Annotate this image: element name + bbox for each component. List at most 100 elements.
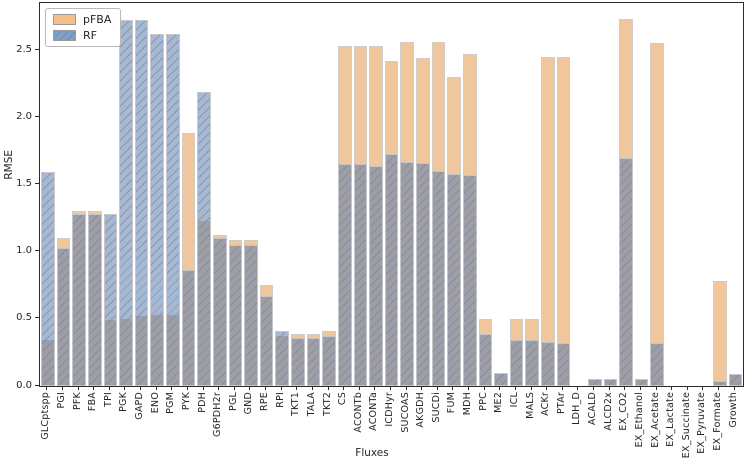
y-tick-mark bbox=[35, 115, 39, 117]
bar-group bbox=[196, 3, 212, 386]
bar-group bbox=[587, 3, 603, 386]
bar-pfba bbox=[541, 57, 555, 386]
x-tick-label: EX_Ethanol bbox=[633, 392, 645, 448]
x-tick-label: PTAr bbox=[555, 392, 567, 414]
legend-label-rf: RF bbox=[83, 29, 97, 42]
x-tick-label: FUM bbox=[446, 392, 458, 414]
x-tick-mark bbox=[608, 386, 610, 390]
bar-rf bbox=[431, 171, 446, 386]
bar-group bbox=[259, 3, 275, 386]
bar-group bbox=[446, 3, 462, 386]
x-tick-mark bbox=[343, 386, 345, 390]
x-tick-mark bbox=[733, 386, 735, 390]
x-tick-label: TKT2 bbox=[321, 392, 333, 416]
bar-group bbox=[603, 3, 619, 386]
x-tick-mark bbox=[546, 386, 548, 390]
bar-group bbox=[118, 3, 134, 386]
bar-rf bbox=[619, 158, 633, 386]
x-tick-label: PDH bbox=[196, 392, 208, 413]
x-tick-mark bbox=[296, 386, 298, 390]
bar-rf bbox=[119, 20, 133, 386]
x-tick-mark bbox=[499, 386, 501, 390]
bar-group bbox=[274, 3, 290, 386]
x-axis-title: Fluxes bbox=[355, 447, 389, 459]
x-tick-label: EX_Acetate bbox=[649, 392, 661, 448]
x-tick-label: ACONTa bbox=[368, 392, 380, 431]
bar-rf bbox=[462, 175, 477, 386]
x-tick-label: ME2 bbox=[493, 392, 505, 413]
legend-swatch-rf bbox=[53, 30, 76, 41]
x-tick-mark bbox=[265, 386, 267, 390]
x-tick-mark bbox=[686, 386, 688, 390]
x-tick-mark bbox=[374, 386, 376, 390]
x-tick-label: GND bbox=[243, 392, 255, 415]
x-tick-label: GLCptspp bbox=[40, 392, 52, 440]
x-tick-mark bbox=[561, 386, 563, 390]
x-tick-mark bbox=[436, 386, 438, 390]
bar-rf bbox=[447, 174, 461, 386]
bar-rf bbox=[306, 338, 321, 386]
bar-group bbox=[228, 3, 244, 386]
x-tick-label: EX_Pyruvate bbox=[696, 392, 708, 454]
bar-group bbox=[696, 3, 712, 386]
x-tick-mark bbox=[452, 386, 454, 390]
x-tick-label: TPI bbox=[102, 392, 114, 407]
x-tick-label: ICDHyr bbox=[384, 392, 395, 427]
bar-group bbox=[556, 3, 572, 386]
x-tick-mark bbox=[514, 386, 516, 390]
bar-group bbox=[681, 3, 697, 386]
x-tick-mark bbox=[93, 386, 95, 390]
bar-rf bbox=[400, 162, 414, 386]
x-tick-mark bbox=[671, 386, 673, 390]
bar-group bbox=[399, 3, 415, 386]
x-tick-label: MDH bbox=[462, 392, 474, 416]
bar-group bbox=[728, 3, 744, 386]
x-tick-label: ACKr bbox=[540, 392, 552, 416]
bar-group bbox=[134, 3, 150, 386]
x-tick-mark bbox=[218, 386, 220, 390]
y-tick-mark bbox=[35, 384, 39, 386]
y-axis-title: RMSE bbox=[3, 150, 15, 180]
bar-group bbox=[384, 3, 400, 386]
x-tick-label: RPE bbox=[259, 392, 271, 411]
x-tick-mark bbox=[202, 386, 204, 390]
x-tick-label: TKT1 bbox=[290, 392, 302, 416]
x-tick-mark bbox=[140, 386, 142, 390]
x-tick-label: ACONTb bbox=[352, 392, 364, 433]
bar-group bbox=[509, 3, 525, 386]
x-tick-label: Growth bbox=[727, 392, 739, 428]
bar-group bbox=[40, 3, 56, 386]
x-tick-mark bbox=[155, 386, 157, 390]
x-tick-label: MALS bbox=[524, 392, 536, 419]
bar-group bbox=[321, 3, 337, 386]
x-tick-label: G6PDH2r bbox=[212, 392, 224, 437]
x-tick-label: PGI bbox=[55, 392, 67, 409]
y-tick-label: 0.5 bbox=[16, 312, 32, 324]
y-tick-label: 2.5 bbox=[16, 43, 32, 55]
x-tick-mark bbox=[280, 386, 282, 390]
x-tick-mark bbox=[186, 386, 188, 390]
bar-group bbox=[71, 3, 87, 386]
x-tick-label: EX_Formate bbox=[712, 392, 724, 451]
y-tick-mark bbox=[35, 48, 39, 50]
x-tick-mark bbox=[61, 386, 63, 390]
x-tick-label: ACALD bbox=[587, 392, 599, 426]
bar-rf bbox=[181, 270, 196, 386]
bar-group bbox=[462, 3, 478, 386]
x-tick-mark bbox=[655, 386, 657, 390]
x-tick-mark bbox=[624, 386, 626, 390]
x-tick-label: ENO bbox=[149, 392, 161, 414]
bar-group bbox=[618, 3, 634, 386]
bar-group bbox=[540, 3, 556, 386]
bar-group bbox=[368, 3, 384, 386]
y-tick-mark bbox=[35, 250, 39, 252]
bar-rf bbox=[337, 164, 352, 386]
x-tick-mark bbox=[46, 386, 48, 390]
bar-rf bbox=[87, 214, 102, 386]
bar-group bbox=[524, 3, 540, 386]
x-tick-mark bbox=[702, 386, 704, 390]
x-tick-label: PPC bbox=[477, 392, 489, 411]
bar-rf bbox=[603, 379, 618, 386]
x-tick-label: GAPD bbox=[134, 392, 146, 420]
